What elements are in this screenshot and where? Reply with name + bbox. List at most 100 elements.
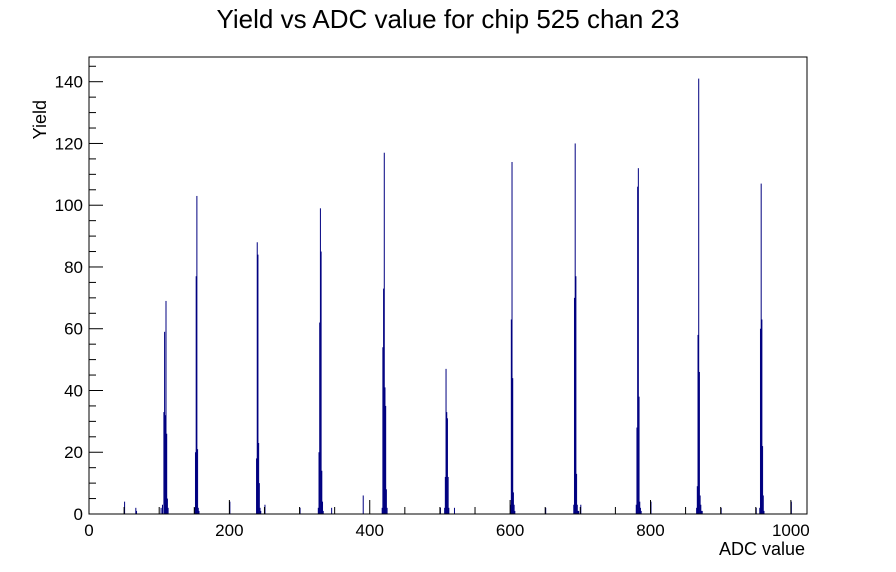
histogram-bar [698,371,700,514]
histogram-bar [636,427,638,514]
histogram-bar [259,507,261,514]
histogram-bar [448,507,450,514]
histogram-bar [257,254,259,514]
histogram-bar [135,507,137,514]
histogram-bar [447,476,449,514]
histogram-bar [322,501,324,514]
histogram-bar [381,507,383,514]
x-axis-label: ADC value [719,539,805,559]
histogram-bar [256,458,258,514]
histogram-bar [258,442,260,514]
histogram-bar [699,495,701,514]
histogram-bar [514,510,516,514]
histogram-bar [385,489,387,514]
x-tick-label: 800 [636,521,664,540]
histogram-bar [700,504,702,514]
histogram-bar [512,492,514,514]
histogram-bar [164,415,166,514]
histogram-bar [511,161,513,515]
histogram-bar [512,378,514,514]
histogram-bar [167,507,169,514]
histogram-bar [444,507,446,514]
histogram-bar [574,143,576,514]
histogram-bar [331,507,333,514]
y-axis-label: Yield [30,100,50,139]
histogram-bar [299,507,301,514]
histogram-bar [317,507,319,514]
histogram-bar [319,322,321,514]
histogram-bar [701,510,703,514]
histogram-bar [260,510,262,514]
histogram-bar [790,501,792,514]
y-tick-label: 80 [64,258,83,277]
histogram-bar [639,507,641,514]
histogram-bar [698,78,700,515]
ticks-group: 0 200 400 600 800 1000 0 20 40 60 80 100 120 140 [55,65,810,540]
histogram-bar [697,334,699,514]
histogram-bar [696,486,698,514]
histogram-bar [640,510,642,514]
histogram-bar [453,507,455,514]
histogram-bar [196,195,198,514]
histogram-bar [701,510,703,514]
histogram-bar [197,507,199,514]
y-tick-label: 100 [55,196,83,215]
histogram-bar [510,319,512,514]
y-tick-label: 60 [64,320,83,339]
histogram-bar [386,507,388,514]
histogram-bar [763,510,765,514]
histogram-bar [194,452,196,514]
histogram-bar [759,328,761,514]
histogram-bar [761,319,763,514]
histogram-bar [382,347,384,514]
histogram-bar [319,208,321,515]
histogram-bar [383,152,385,514]
histogram-bar [160,507,162,514]
histogram-bar [576,504,578,514]
histogram-bar [762,495,764,514]
histogram-bar [637,168,639,514]
histogram-bar [384,387,386,514]
histogram-bar [165,300,167,514]
histogram-bar [321,470,323,514]
histogram-bar [759,507,761,514]
histogram-bar [573,297,575,514]
histogram-bar [446,412,448,514]
histogram-bar [635,504,637,514]
histogram-bar [446,418,448,514]
histogram-bar [445,368,447,514]
histogram-bar [258,483,260,514]
plot-frame [88,56,808,515]
histogram-bar [166,498,168,514]
x-tick-label: 200 [215,521,243,540]
histogram-bar [760,183,762,514]
bars-group [124,78,792,515]
y-tick-label: 20 [64,443,83,462]
y-tick-label: 120 [55,134,83,153]
histogram-bar [194,507,196,514]
histogram-bar [383,288,385,514]
histogram-bar [318,452,320,514]
y-tick-label: 140 [55,73,83,92]
histogram-bar [320,251,322,514]
histogram-bar [166,433,168,514]
histogram-bar [639,501,641,514]
histogram-bar [650,501,652,514]
histogram-bar [577,510,579,514]
histogram-bar [444,476,446,514]
histogram-bar [638,396,640,514]
x-tick-label: 0 [84,521,93,540]
histogram-bar [637,186,639,514]
y-tick-label: 40 [64,381,83,400]
histogram-bar [576,473,578,514]
histogram-bar [575,276,577,514]
histogram-bar [513,504,515,514]
histogram-bar [578,510,580,514]
x-tick-label: 1000 [772,521,810,540]
histogram-bar [362,495,364,514]
histogram-bar [195,276,197,514]
histogram-bar [545,507,547,514]
histogram-bar [385,405,387,514]
histogram-bar [164,331,166,514]
